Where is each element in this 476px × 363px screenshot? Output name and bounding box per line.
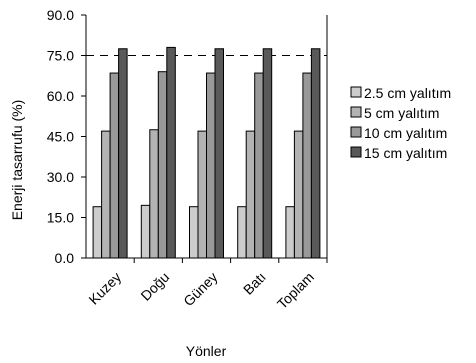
bar-1-4	[237, 206, 247, 259]
x-tick-label: Toplam	[274, 269, 317, 312]
y-tick-label: 60.0	[47, 88, 74, 104]
y-tick-label: 0.0	[55, 250, 75, 266]
y-axis-title: Enerji tasarrufu (%)	[9, 100, 25, 221]
x-tick-labels: Kuzey Doğu Güney Batı Toplam	[85, 269, 317, 312]
y-tick-label: 45.0	[47, 129, 74, 145]
bar-4-4	[262, 48, 273, 259]
bar-2-2	[149, 129, 159, 259]
bar-2-5	[293, 130, 304, 259]
legend-label-3: 10 cm yalıtım	[364, 125, 447, 141]
bar-3-5	[302, 72, 312, 259]
legend-swatch-2	[350, 106, 362, 118]
bar-3-2	[157, 71, 168, 259]
bar-2-3	[197, 130, 207, 259]
legend-swatch-3	[350, 126, 362, 138]
bar-2-1	[101, 130, 111, 259]
bar-1-1	[92, 206, 103, 259]
bar-3-1	[109, 72, 120, 259]
legend: 2.5 cm yalıtım 5 cm yalıtım 10 cm yalıtım 1…	[350, 85, 451, 161]
legend-swatch-1	[350, 86, 362, 98]
x-axis-title: Yönler	[186, 343, 227, 359]
bar-2-4	[245, 130, 256, 259]
y-tick-labels: 0.0 15.0 30.0 45.0 60.0 75.0 90.0	[47, 7, 74, 266]
legend-label-1: 2.5 cm yalıtım	[364, 85, 451, 101]
x-tick-label: Güney	[180, 269, 220, 309]
bar-1-2	[140, 204, 151, 259]
x-tick-label: Doğu	[137, 269, 172, 304]
bar-4-5	[310, 48, 321, 259]
y-tick-label: 90.0	[47, 7, 74, 23]
x-tick-label: Batı	[240, 269, 269, 298]
bar-4-2	[166, 46, 176, 259]
legend-label-4: 15 cm yalıtım	[364, 145, 447, 161]
bar-1-3	[189, 206, 199, 259]
legend-label-2: 5 cm yalıtım	[364, 105, 439, 121]
bar-3-4	[254, 72, 264, 259]
x-tick-label: Kuzey	[85, 269, 124, 308]
bars	[92, 46, 321, 259]
axes	[81, 14, 328, 263]
y-tick-label: 30.0	[47, 169, 74, 185]
y-tick-label: 75.0	[47, 48, 74, 64]
bar-1-5	[285, 206, 295, 259]
bar-4-1	[118, 48, 128, 259]
y-tick-label: 15.0	[47, 210, 74, 226]
legend-swatch-4	[350, 146, 362, 158]
bar-3-3	[206, 72, 216, 259]
bar-4-3	[214, 48, 224, 259]
